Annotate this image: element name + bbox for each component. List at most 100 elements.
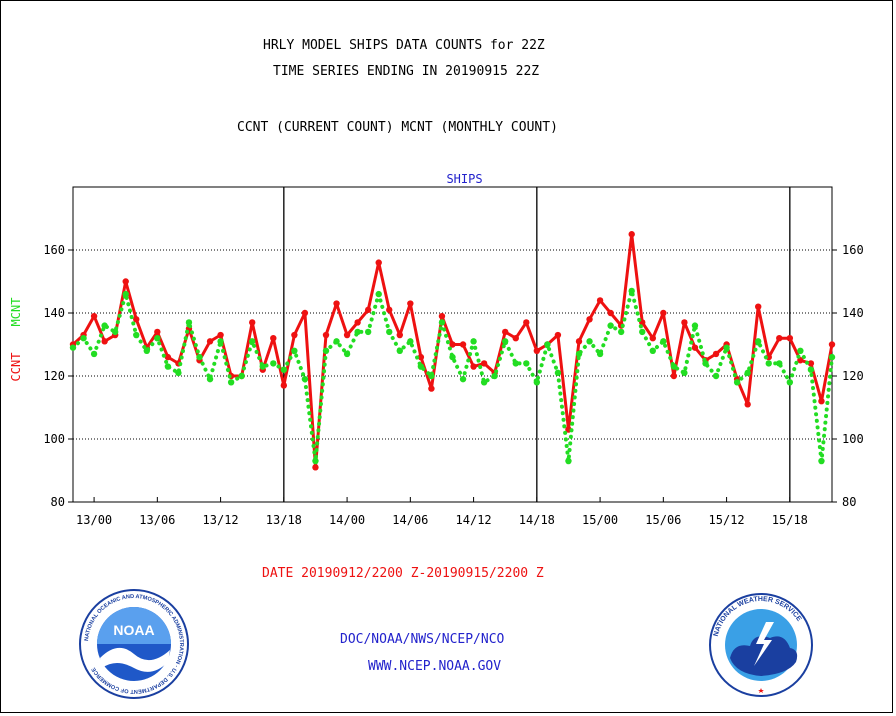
series-point-mcnt (744, 369, 751, 377)
x-tick-label: 13/00 (76, 513, 112, 527)
y-tick-label-left: 80 (51, 495, 65, 509)
y-tick-label-left: 160 (43, 243, 65, 257)
series-point-mcnt (670, 363, 678, 370)
series-point-ccnt (670, 372, 678, 380)
series-point-mcnt (765, 360, 772, 367)
series-point-mcnt (512, 360, 519, 367)
series-point-mcnt (364, 328, 372, 336)
series-point-mcnt (776, 360, 783, 367)
series-point-mcnt (196, 353, 203, 361)
series-point-mcnt (354, 328, 361, 336)
series-point-mcnt (291, 347, 298, 354)
series-point-mcnt (386, 328, 393, 336)
series-point-ccnt (417, 353, 425, 361)
series-point-ccnt (660, 309, 667, 317)
series-point-mcnt (639, 328, 646, 336)
series-point-ccnt (154, 328, 161, 336)
series-point-mcnt (175, 369, 182, 377)
series-point-mcnt (470, 338, 477, 345)
series-point-mcnt (69, 344, 77, 351)
series-point-mcnt (428, 372, 435, 380)
series-point-mcnt (818, 457, 825, 465)
y-axis-label-ccnt: CCNT (9, 353, 23, 382)
x-tick-label: 14/12 (456, 513, 492, 527)
series-point-mcnt (333, 338, 340, 345)
y-tick-label-left: 140 (43, 306, 65, 320)
series-point-mcnt (491, 372, 498, 380)
series-point-ccnt (354, 319, 361, 326)
series-point-mcnt (828, 353, 836, 361)
series-point-ccnt (343, 331, 351, 339)
series-point-ccnt (333, 300, 340, 307)
series-point-mcnt (343, 350, 351, 358)
series-point-ccnt (375, 259, 382, 266)
series-point-ccnt (786, 335, 794, 342)
series-point-mcnt (249, 338, 256, 345)
series-point-mcnt (417, 363, 425, 370)
x-tick-label: 15/18 (772, 513, 808, 527)
series-point-mcnt (217, 338, 224, 345)
series-point-ccnt (744, 401, 751, 408)
series-point-ccnt (164, 353, 172, 361)
series-point-mcnt (755, 338, 762, 345)
series-point-mcnt (797, 347, 804, 354)
series-line-ccnt (71, 232, 834, 469)
series-point-ccnt (217, 331, 224, 339)
x-tick-label: 13/18 (266, 513, 302, 527)
x-tick-label: 15/12 (709, 513, 745, 527)
x-tick-label: 15/00 (582, 513, 618, 527)
series-point-mcnt (660, 338, 667, 345)
series-point-mcnt (786, 379, 794, 386)
series-point-mcnt (523, 360, 530, 367)
series-point-ccnt (407, 300, 414, 307)
series-point-ccnt (270, 335, 277, 342)
series-point-ccnt (301, 309, 309, 317)
date-range-label: DATE 20190912/2200 Z-20190915/2200 Z (262, 566, 544, 581)
series-point-ccnt (280, 382, 288, 389)
series-point-mcnt (554, 369, 562, 377)
series-point-mcnt (101, 322, 108, 329)
x-tick-label: 14/00 (329, 513, 365, 527)
series-point-ccnt (322, 331, 330, 339)
series-point-mcnt (259, 363, 266, 370)
series-point-mcnt (712, 372, 720, 380)
series-point-ccnt (438, 312, 446, 320)
y-tick-label-left: 100 (43, 432, 65, 446)
series-point-mcnt (649, 347, 656, 354)
noaa-logo-label: NOAA (113, 622, 154, 638)
series-point-ccnt (828, 341, 836, 348)
series-point-ccnt (512, 335, 519, 342)
series-point-ccnt (596, 297, 604, 304)
series-point-ccnt (386, 306, 393, 314)
series-point-ccnt (712, 350, 720, 358)
y-tick-label-right: 80 (842, 495, 856, 509)
series-point-ccnt (312, 464, 319, 471)
series-point-mcnt (154, 335, 161, 342)
series-point-mcnt (586, 338, 593, 345)
series-point-ccnt (776, 335, 783, 342)
series-point-mcnt (691, 322, 699, 329)
y-tick-label-left: 120 (43, 369, 65, 383)
series-point-ccnt (523, 319, 530, 326)
series-point-ccnt (480, 360, 488, 367)
x-tick-label: 15/06 (645, 513, 681, 527)
x-tick-label: 13/12 (203, 513, 239, 527)
series-point-mcnt (322, 347, 330, 354)
series-point-ccnt (681, 319, 688, 326)
series-point-ccnt (797, 357, 804, 364)
nws-logo: NATIONAL WEATHER SERVICE (709, 593, 813, 697)
series-point-ccnt (533, 347, 541, 354)
series-point-mcnt (723, 344, 730, 351)
series-point-ccnt (502, 328, 509, 336)
series-point-mcnt (111, 328, 119, 336)
series-point-ccnt (249, 319, 256, 326)
series-point-ccnt (101, 338, 108, 345)
series-point-ccnt (649, 335, 656, 342)
y-axis-label-mcnt: MCNT (9, 298, 23, 327)
series-point-ccnt (90, 312, 98, 320)
series-point-ccnt (122, 278, 129, 285)
series-point-mcnt (607, 322, 614, 329)
series-point-mcnt (238, 372, 245, 380)
series-point-ccnt (554, 331, 562, 339)
series-point-ccnt (206, 338, 214, 345)
